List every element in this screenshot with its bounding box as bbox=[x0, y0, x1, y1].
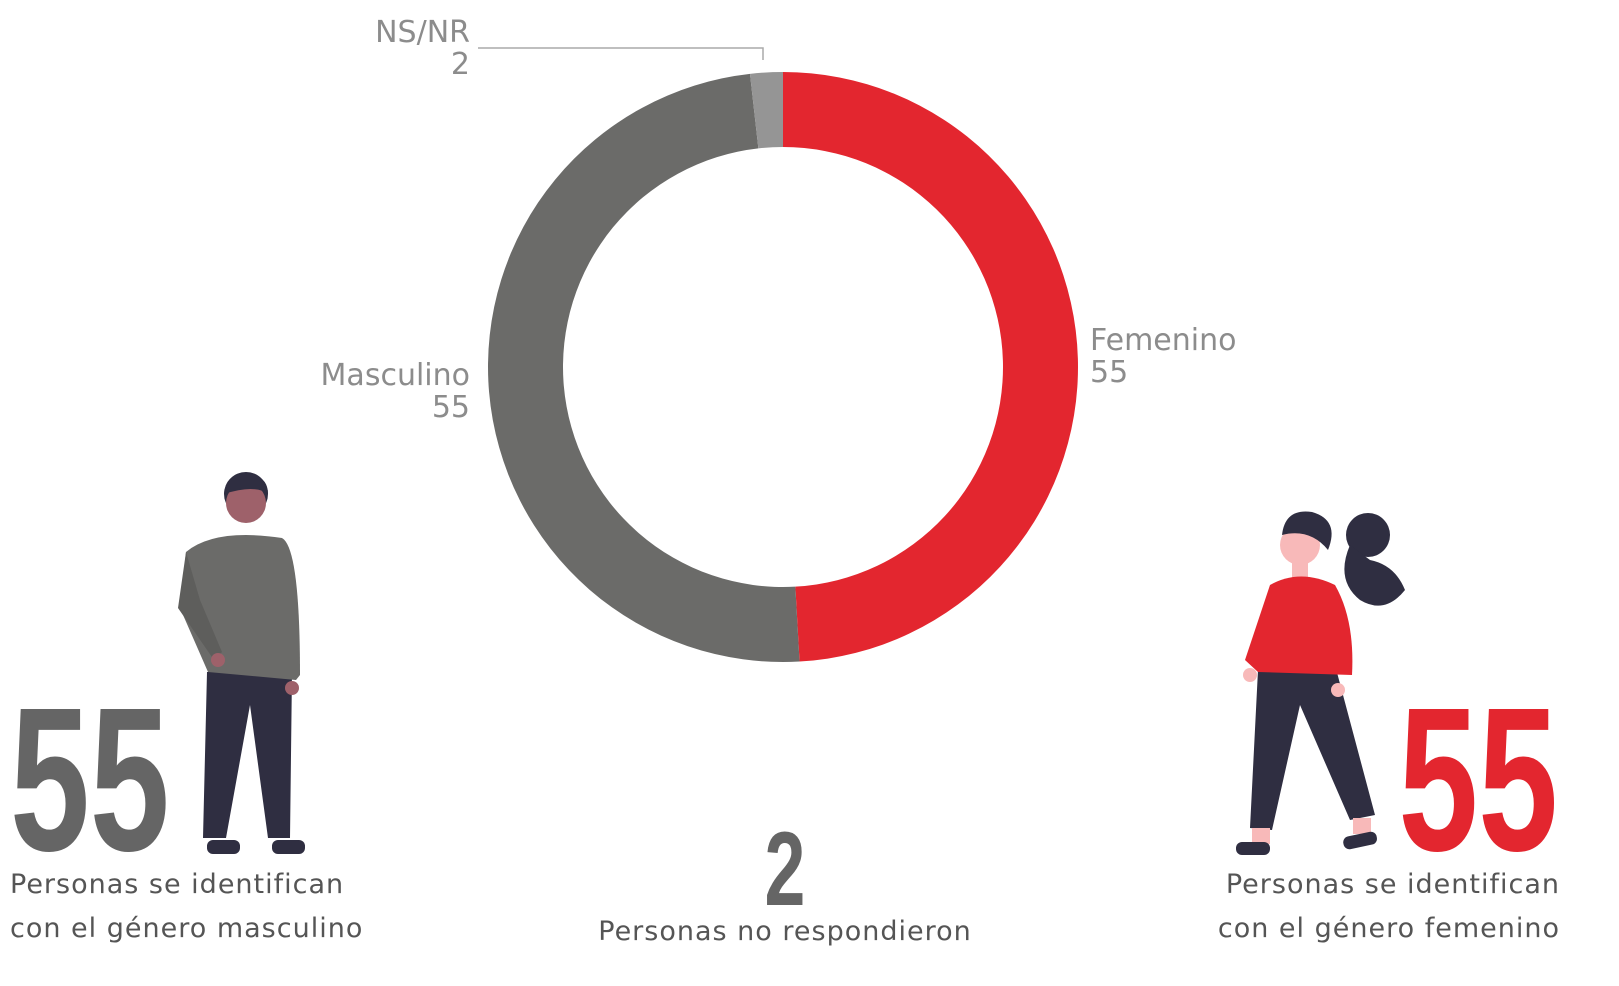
stat-number: 55 bbox=[1398, 666, 1558, 894]
slice-value: 2 bbox=[451, 47, 470, 82]
donut-slice bbox=[749, 72, 783, 149]
woman-illustration bbox=[1236, 511, 1405, 855]
stat-number-group: 55 bbox=[10, 666, 170, 894]
stat-caption: Personas se identifican bbox=[1226, 869, 1560, 900]
stat-caption: Personas no respondieron bbox=[598, 916, 971, 947]
slice-label: Masculino bbox=[321, 358, 470, 393]
slice-label: NS/NR bbox=[375, 15, 470, 50]
stat-caption: Personas se identifican bbox=[10, 869, 344, 900]
stat-caption: con el género masculino bbox=[10, 913, 363, 944]
stat-number-group: 55 bbox=[1398, 666, 1558, 894]
slice-value: 55 bbox=[432, 390, 470, 425]
stat-number: 2 bbox=[765, 811, 806, 928]
leader-line bbox=[478, 47, 764, 60]
stat-number: 55 bbox=[10, 666, 170, 894]
stat-caption: con el género femenino bbox=[1218, 913, 1560, 944]
donut-slice bbox=[488, 73, 800, 662]
stat-number-group: 2 bbox=[765, 811, 806, 928]
slice-label: Femenino bbox=[1090, 323, 1236, 358]
donut-slice bbox=[783, 72, 1078, 662]
man-illustration bbox=[178, 472, 305, 854]
slice-value: 55 bbox=[1090, 355, 1128, 390]
